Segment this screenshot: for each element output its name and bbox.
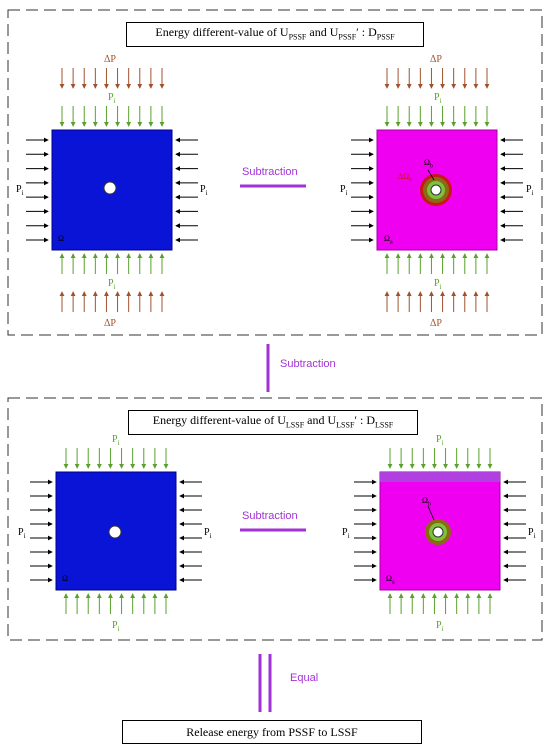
top-left-p-bottom: Pi [108, 278, 116, 291]
bottom-right-p-right: Pi [528, 527, 536, 540]
bottom-subtraction-label: Subtraction [242, 510, 298, 522]
bottom-right-p-left: Pi [342, 527, 350, 540]
bottom-panel-frame [7, 397, 543, 641]
top-right-omega-inner: Ωb [424, 158, 433, 170]
top-left-hole [103, 181, 117, 195]
bottom-left-omega: Ω [62, 574, 68, 583]
top-left-p-right: Pi [200, 184, 208, 197]
top-left-p-left: Pi [16, 184, 24, 197]
bottom-right-plate-band [380, 472, 500, 482]
bottom-left-p-top: Pi [112, 434, 120, 447]
top-right-omega-outer: Ωa [384, 234, 393, 246]
top-panel-title: Energy different-value of UPSSF and UPSS… [126, 22, 424, 48]
top-right-omega-pointer [427, 169, 435, 181]
top-left-delta-p-bottom: ΔP [104, 318, 116, 329]
bottom-right-p-top: Pi [436, 434, 444, 447]
equal-label: Equal [290, 672, 319, 684]
bottom-panel-title: Energy different-value of ULSSF and ULSS… [128, 410, 418, 436]
load-arrows [26, 68, 526, 614]
top-left-plate [51, 129, 173, 251]
bottom-right-omega-pointer [427, 505, 435, 521]
top-right-p-left: Pi [340, 184, 348, 197]
top-right-p-top: Pi [434, 92, 442, 105]
top-left-omega: Ω [58, 234, 64, 243]
top-right-p-bottom: Pi [434, 278, 442, 291]
top-right-hole [430, 184, 442, 196]
top-left-p-top: Pi [108, 92, 116, 105]
top-right-delta-p-top: ΔP [430, 54, 442, 65]
top-right-delta-p-bottom: ΔP [430, 318, 442, 329]
bottom-right-hole [432, 526, 444, 538]
bottom-right-p-bottom: Pi [436, 620, 444, 633]
bottom-left-p-right: Pi [204, 527, 212, 540]
result-box: Release energy from PSSF to LSSF [122, 720, 422, 744]
bottom-right-omega-outer: Ωa [386, 574, 395, 586]
bottom-left-p-left: Pi [18, 527, 26, 540]
bottom-left-p-bottom: Pi [112, 620, 120, 633]
top-subtraction-label: Subtraction [242, 166, 298, 178]
top-left-delta-p-top: ΔP [104, 54, 116, 65]
top-panel-frame [7, 9, 543, 336]
top-right-delta-omega: ΔΩb [398, 172, 413, 184]
top-right-p-right: Pi [526, 184, 534, 197]
bottom-right-omega-inner: Ωb [422, 496, 431, 508]
middle-subtraction-label: Subtraction [280, 358, 336, 370]
bottom-left-hole [108, 525, 122, 539]
